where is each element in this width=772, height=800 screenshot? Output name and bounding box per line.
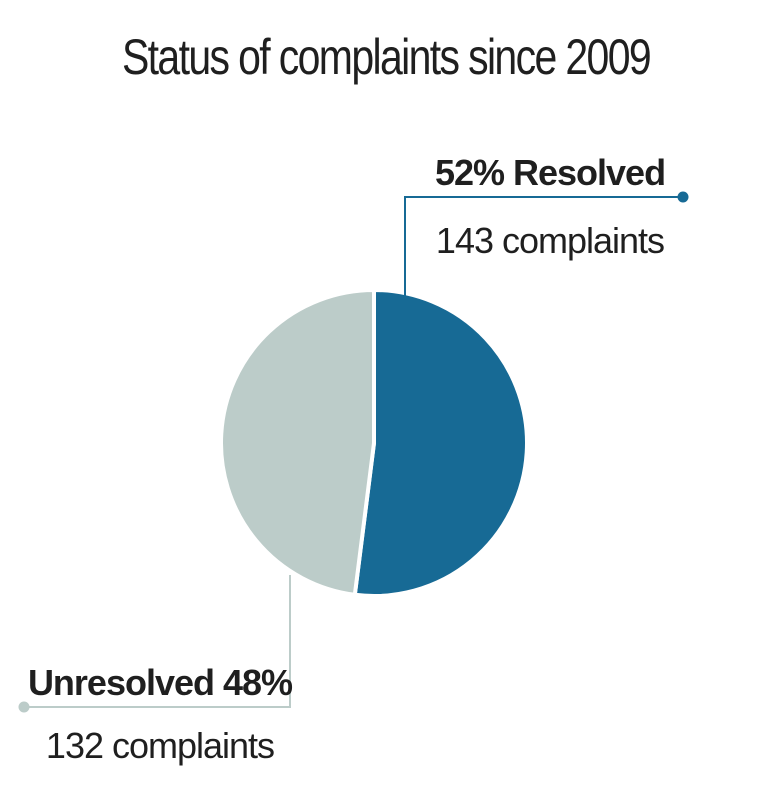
pie-slice-resolved (352, 288, 529, 598)
resolved-leader-dot (677, 191, 689, 203)
unresolved-callout: Unresolved 48% 132 complaints (18, 575, 294, 766)
resolved-leader-line (404, 196, 683, 296)
resolved-label: 52% Resolved (435, 152, 665, 193)
unresolved-count: 132 complaints (46, 725, 274, 766)
unresolved-leader-dot (18, 701, 30, 713)
resolved-count: 143 complaints (436, 220, 664, 261)
chart-title: Status of complaints since 2009 (121, 29, 652, 85)
pie-slice-unresolved (219, 288, 376, 597)
unresolved-leader-line (24, 575, 291, 708)
unresolved-label: Unresolved 48% (28, 662, 293, 703)
pie-slices (219, 288, 529, 598)
resolved-callout: 52% Resolved 143 complaints (404, 152, 689, 296)
